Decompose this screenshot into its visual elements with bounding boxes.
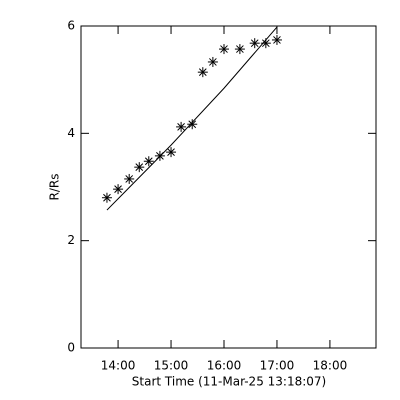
y-tick-label: 6: [67, 19, 75, 33]
asterisk-point: [249, 38, 260, 49]
asterisk-point: [101, 192, 112, 203]
asterisk-point: [113, 184, 124, 195]
y-tick-label: 2: [67, 233, 75, 247]
asterisk-point: [176, 121, 187, 132]
asterisk-point: [187, 119, 198, 130]
asterisk-stroke: [114, 185, 122, 194]
asterisk-stroke: [250, 39, 259, 48]
asterisk-stroke: [188, 120, 197, 129]
asterisk-point: [166, 147, 177, 158]
asterisk-stroke: [144, 157, 153, 166]
asterisk-stroke: [177, 123, 185, 131]
x-tick-label: 18:00: [313, 359, 348, 373]
y-tick-label: 4: [67, 126, 75, 140]
x-tick-label: 14:00: [101, 359, 136, 373]
asterisk-stroke: [103, 193, 111, 202]
y-tick-label: 0: [67, 341, 75, 355]
asterisk-point: [134, 162, 145, 173]
asterisk-stroke: [135, 163, 144, 171]
asterisk-stroke: [167, 148, 175, 156]
asterisk-stroke: [261, 39, 270, 48]
x-tick-label: 15:00: [154, 359, 189, 373]
asterisk-stroke: [273, 36, 281, 44]
x-tick-label: 16:00: [207, 359, 242, 373]
asterisk-point: [234, 44, 245, 55]
asterisk-point: [207, 56, 218, 67]
asterisk-stroke: [125, 175, 134, 183]
asterisk-stroke: [220, 45, 228, 53]
asterisk-point: [271, 34, 282, 45]
asterisk-point: [197, 67, 208, 78]
asterisk-point: [124, 173, 135, 184]
asterisk-stroke: [209, 58, 217, 66]
asterisk-point: [143, 156, 154, 167]
plot-frame: [80, 25, 377, 349]
y-axis-label: R/Rs: [48, 174, 62, 201]
asterisk-point: [218, 44, 229, 55]
asterisk-stroke: [236, 45, 244, 53]
fit-line: [106, 26, 278, 211]
x-tick-label: 17:00: [260, 359, 295, 373]
asterisk-stroke: [198, 68, 207, 77]
x-axis-label: Start Time (11-Mar-25 13:18:07): [132, 375, 326, 389]
